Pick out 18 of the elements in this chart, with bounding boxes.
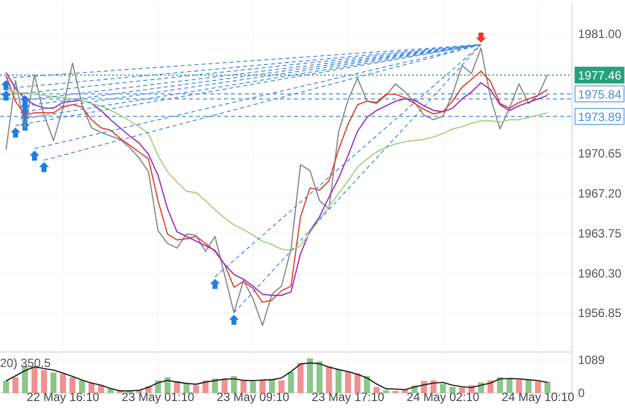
x-tick-label: 23 May 17:10 [312, 390, 385, 404]
y-tick-label: 1981.00 [578, 27, 622, 42]
y-tick-label: 1970.65 [578, 146, 622, 161]
y-tick-label: 1967.20 [578, 186, 622, 201]
ref-line-label: 1975.84 [578, 87, 622, 102]
y-tick-label: 1960.30 [578, 266, 622, 280]
x-tick-label: 24 May 02:10 [406, 390, 480, 404]
y-tick-label: 1089 [578, 353, 606, 368]
ref-line-label: 1973.89 [578, 110, 622, 124]
x-tick-label: 23 May 09:10 [216, 390, 290, 404]
y-tick-label: 1963.75 [578, 226, 622, 240]
x-tick-label: 22 May 16:10 [26, 390, 100, 404]
x-tick-label: 24 May 10:10 [502, 390, 575, 404]
chart-title: 20) 350.5 [0, 356, 52, 370]
y-tick-label: 0 [578, 386, 585, 400]
ref-line-label: 1977.46 [578, 68, 622, 83]
y-tick-label: 1956.85 [578, 306, 622, 320]
x-tick-label: 23 May 01:10 [122, 390, 195, 404]
